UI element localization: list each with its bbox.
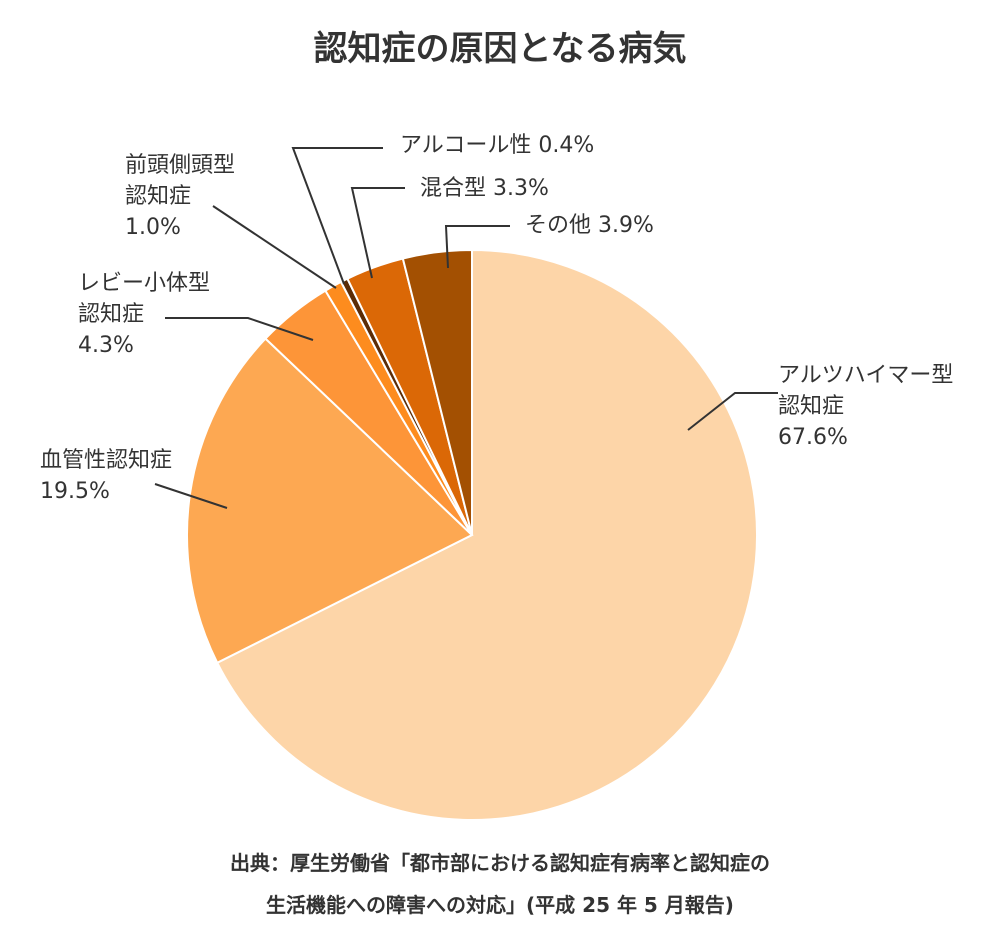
leader-line-mixed	[350, 187, 405, 279]
source-note: 出典：厚生労働省「都市部における認知症有病率と認知症の生活機能への障害への対応」…	[230, 851, 770, 917]
slice-label-lewy: レビー小体型認知症 4.3%	[78, 271, 210, 358]
slice-label-mixed: 混合型 3.3%	[420, 176, 549, 201]
leader-line-alz	[687, 392, 778, 431]
slice-label-line: 4.3%	[78, 333, 134, 358]
pie-slice-other	[401, 248, 473, 536]
slice-label-line: 67.6%	[778, 425, 848, 450]
leader-line-ftd	[212, 205, 337, 289]
slice-label-line: レビー小体型	[78, 271, 210, 296]
slice-label-line: 混合型 3.3%	[420, 176, 549, 201]
slice-label-line: 血管性認知症	[40, 448, 172, 473]
source-line: 生活機能への障害への対応」(平成 25 年 5 月報告)	[266, 893, 734, 917]
slice-label-other: その他 3.9%	[525, 213, 654, 238]
slice-label-vasc: 血管性認知症 19.5%	[40, 448, 172, 504]
slice-label-line: アルコール性 0.4%	[400, 133, 594, 158]
slice-label-line: 認知症	[125, 184, 191, 209]
leader-line-alc	[291, 147, 383, 285]
slice-label-alc: アルコール性 0.4%	[400, 133, 594, 158]
pie-slices	[186, 248, 758, 821]
pie-slice-alz	[215, 248, 758, 821]
slice-label-line: その他 3.9%	[525, 213, 654, 238]
slice-label-line: アルツハイマー型	[778, 363, 953, 388]
slice-labels: アルツハイマー型認知症 67.6%血管性認知症 19.5%レビー小体型認知症 4.3%…	[40, 133, 953, 504]
slice-label-line: 19.5%	[40, 479, 110, 504]
slice-label-line: 認知症	[778, 394, 844, 419]
chart-title: 認知症の原因となる病気	[314, 29, 687, 69]
slice-label-alz: アルツハイマー型認知症 67.6%	[778, 363, 953, 450]
leader-line-other	[444, 225, 510, 269]
source-line: 出典：厚生労働省「都市部における認知症有病率と認知症の	[230, 851, 770, 875]
slice-label-line: 認知症	[78, 302, 144, 327]
leader-lines	[154, 147, 778, 509]
slice-label-line: 1.0%	[125, 215, 181, 240]
pie-slice-vasc	[186, 337, 474, 665]
leader-line-vasc	[154, 483, 228, 509]
slice-label-ftd: 前頭側頭型認知症 1.0%	[125, 153, 235, 240]
slice-label-line: 前頭側頭型	[125, 153, 235, 178]
leader-line-lewy	[165, 317, 314, 341]
